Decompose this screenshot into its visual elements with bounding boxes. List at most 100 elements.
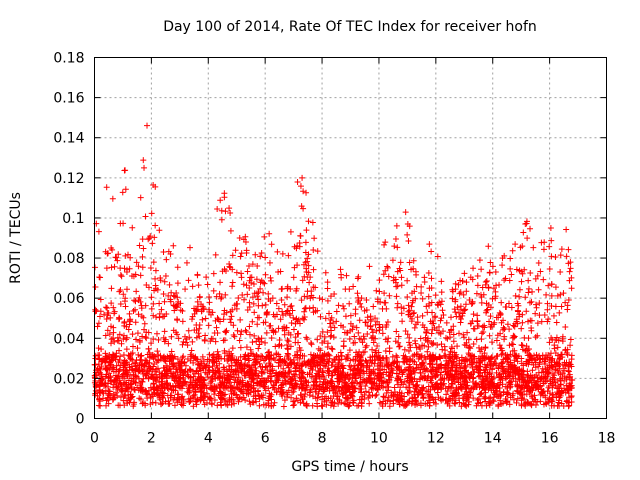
data-point: [303, 402, 310, 409]
data-point: [312, 284, 319, 291]
data-point: [483, 278, 490, 285]
data-point: [385, 273, 392, 280]
data-point: [251, 332, 258, 339]
data-point: [194, 303, 201, 310]
data-point: [308, 341, 315, 348]
data-point: [108, 300, 115, 307]
data-point: [554, 292, 561, 299]
data-point: [568, 285, 575, 292]
data-point: [367, 318, 374, 325]
data-point: [567, 373, 574, 380]
data-point: [179, 307, 186, 314]
data-point: [103, 316, 110, 323]
data-point: [268, 403, 275, 410]
y-tick-label: 0: [76, 412, 85, 428]
data-point: [424, 348, 431, 355]
data-point: [509, 247, 516, 254]
data-point: [449, 295, 456, 302]
data-point: [303, 189, 310, 196]
data-point: [559, 333, 566, 340]
data-point: [123, 286, 130, 293]
data-point: [103, 365, 110, 372]
data-point: [243, 344, 250, 351]
data-point: [132, 363, 139, 369]
data-point: [235, 294, 242, 301]
data-point: [197, 389, 204, 396]
data-point: [279, 250, 286, 257]
data-point: [138, 352, 145, 359]
data-point: [496, 309, 503, 316]
data-point: [533, 304, 540, 311]
data-point: [238, 250, 245, 257]
data-point: [259, 370, 266, 377]
data-point: [445, 398, 452, 405]
data-point: [526, 388, 533, 395]
data-point: [565, 368, 572, 375]
data-point: [287, 331, 294, 338]
data-point: [510, 396, 517, 403]
data-point: [383, 305, 390, 312]
data-point: [467, 345, 474, 352]
data-point: [323, 360, 330, 367]
data-point: [324, 329, 331, 336]
data-point: [156, 310, 163, 317]
data-point: [171, 293, 178, 300]
data-point: [122, 167, 129, 174]
data-point: [278, 342, 285, 349]
data-point: [311, 357, 318, 364]
data-point: [155, 336, 162, 343]
data-point: [470, 325, 477, 332]
data-point: [225, 372, 232, 379]
data-point: [236, 234, 243, 241]
data-point: [122, 252, 129, 259]
data-point: [507, 255, 514, 262]
x-tick-labels: 0 2 4 6 8 10 12 14 16 18: [90, 431, 615, 447]
data-point: [144, 351, 151, 358]
data-point: [116, 331, 123, 338]
data-point: [410, 310, 417, 317]
data-point: [438, 381, 445, 388]
data-point: [353, 324, 360, 331]
data-point: [413, 283, 420, 290]
data-point: [336, 388, 343, 395]
data-point: [123, 268, 130, 275]
data-point: [537, 398, 544, 405]
data-point: [111, 310, 118, 317]
data-point: [303, 227, 310, 234]
data-point: [96, 389, 103, 396]
data-point: [179, 318, 186, 325]
data-point: [327, 402, 334, 409]
data-point: [314, 336, 321, 343]
data-point: [204, 356, 211, 363]
data-point: [97, 366, 104, 373]
data-point: [382, 394, 389, 401]
data-point: [340, 338, 347, 345]
data-point: [242, 362, 249, 369]
data-point: [532, 301, 539, 308]
data-point: [132, 319, 139, 326]
data-point: [438, 289, 445, 296]
data-point: [139, 264, 146, 271]
data-point: [102, 387, 109, 394]
data-point: [444, 387, 451, 394]
data-point: [278, 382, 285, 389]
data-point: [105, 400, 112, 407]
data-point: [102, 353, 109, 360]
data-point: [267, 362, 274, 369]
data-point: [321, 376, 328, 383]
data-point: [528, 317, 535, 324]
data-point: [329, 346, 336, 353]
data-point: [411, 288, 418, 295]
data-point: [209, 363, 216, 370]
data-point: [307, 274, 314, 281]
data-point: [568, 393, 575, 400]
data-point: [347, 366, 354, 373]
data-point: [114, 257, 121, 264]
data-point: [549, 336, 556, 343]
data-point: [111, 263, 118, 270]
data-point: [128, 394, 135, 401]
data-point: [401, 378, 408, 385]
data-point: [238, 270, 245, 277]
data-point: [213, 293, 220, 300]
data-point: [175, 335, 182, 342]
